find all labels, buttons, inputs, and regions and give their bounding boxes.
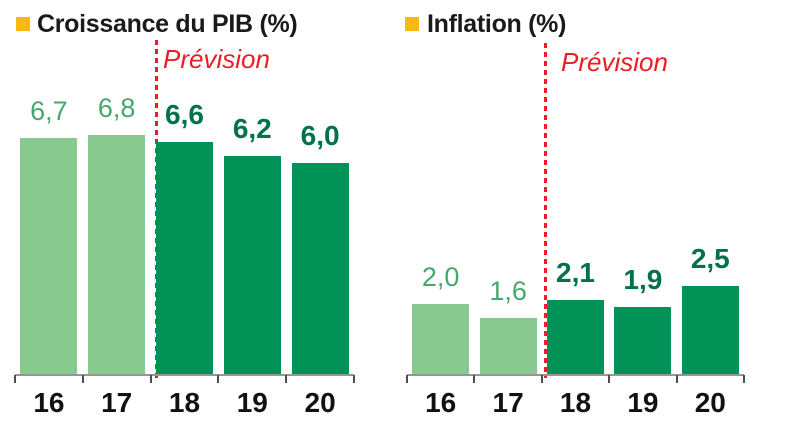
bar-18 bbox=[547, 300, 604, 374]
forecast-label: Prévision bbox=[163, 44, 270, 74]
bullet-square-icon bbox=[405, 17, 419, 31]
x-axis-tick bbox=[473, 375, 476, 383]
x-axis-tick bbox=[81, 375, 84, 383]
x-axis-label: 17 bbox=[492, 387, 524, 418]
x-axis-tick bbox=[353, 375, 355, 383]
bar-20 bbox=[681, 286, 739, 374]
x-axis-label: 18 bbox=[168, 387, 201, 418]
x-axis-label: 16 bbox=[425, 387, 457, 418]
value-label: 6,8 bbox=[97, 93, 136, 123]
x-axis-tick bbox=[149, 375, 152, 383]
x-axis-tick bbox=[540, 375, 543, 383]
x-axis-line bbox=[15, 374, 354, 376]
forecast-label: Prévision bbox=[561, 47, 668, 77]
bar-17 bbox=[88, 135, 146, 374]
chart-title: Inflation (%) bbox=[427, 10, 567, 38]
x-axis-label: 18 bbox=[559, 387, 592, 418]
x-axis-label: 17 bbox=[101, 387, 133, 418]
x-axis-label: 20 bbox=[694, 387, 726, 418]
value-label: 6,7 bbox=[30, 96, 68, 126]
x-axis-tick bbox=[675, 375, 678, 383]
x-axis-tick bbox=[217, 375, 220, 383]
bar-20 bbox=[291, 163, 349, 374]
x-axis-tick bbox=[406, 375, 408, 383]
x-axis-label: 20 bbox=[304, 387, 336, 418]
x-axis-line bbox=[407, 374, 744, 376]
forecast-divider-line bbox=[544, 43, 547, 378]
value-label: 6,2 bbox=[232, 113, 272, 144]
bar-16 bbox=[20, 138, 78, 374]
x-axis-tick bbox=[285, 375, 288, 383]
x-axis-tick bbox=[743, 375, 745, 383]
value-label: 2,1 bbox=[556, 257, 595, 288]
bullet-square-icon bbox=[16, 17, 30, 31]
x-axis-label: 16 bbox=[33, 387, 65, 418]
value-label: 2,0 bbox=[421, 262, 460, 292]
bar-18 bbox=[156, 142, 213, 374]
x-axis-label: 19 bbox=[236, 387, 268, 418]
bar-19 bbox=[223, 156, 281, 374]
x-axis-label: 19 bbox=[627, 387, 659, 418]
value-label: 6,0 bbox=[300, 120, 340, 151]
value-label: 1,6 bbox=[489, 276, 527, 306]
bar-19 bbox=[614, 307, 672, 374]
chart-title: Croissance du PIB (%) bbox=[37, 10, 298, 38]
value-label: 1,9 bbox=[623, 264, 663, 295]
value-label: 2,5 bbox=[690, 243, 730, 274]
bar-17 bbox=[479, 318, 537, 374]
x-axis-tick bbox=[608, 375, 611, 383]
bar-16 bbox=[412, 304, 470, 374]
value-label: 6,6 bbox=[165, 99, 204, 130]
x-axis-tick bbox=[14, 375, 16, 383]
